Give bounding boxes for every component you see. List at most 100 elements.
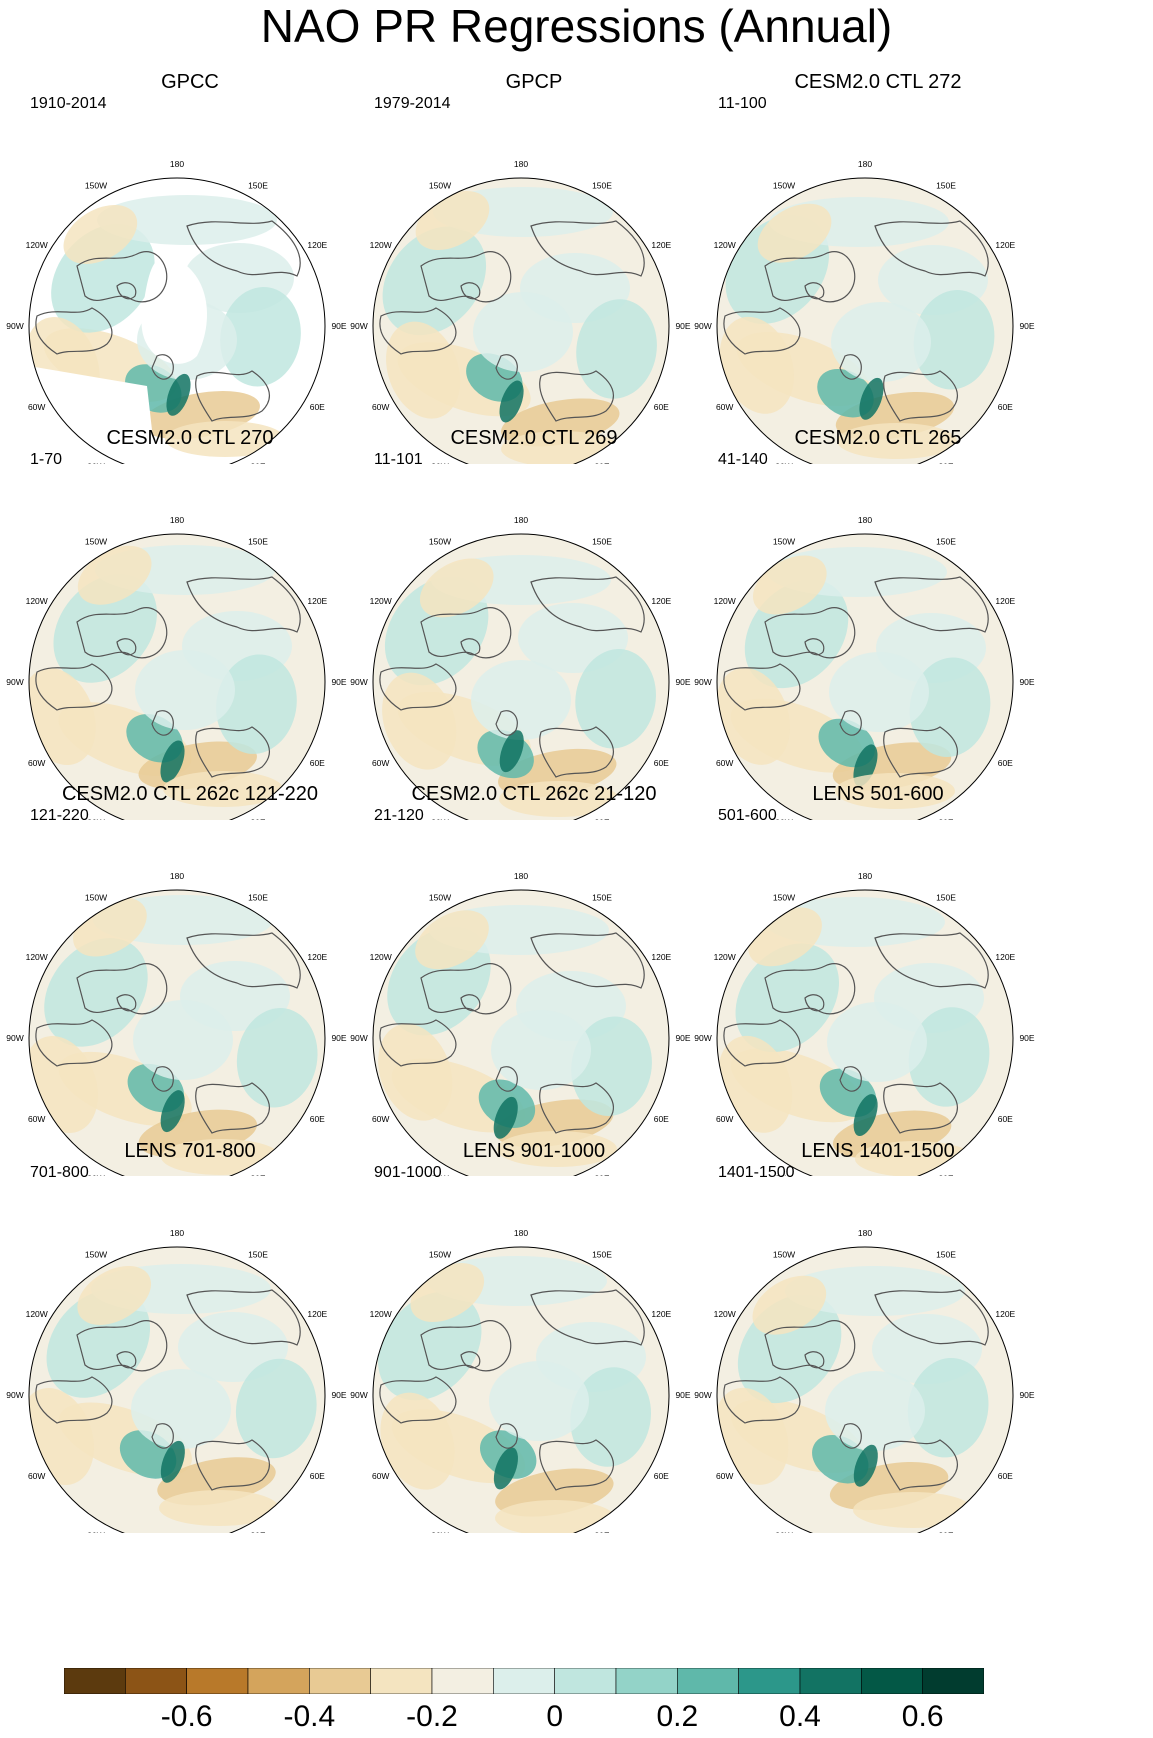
coastline	[839, 1066, 862, 1092]
longitude-label: 120E	[307, 952, 327, 962]
longitude-label: 150W	[85, 537, 107, 547]
longitude-label: 150E	[248, 537, 268, 547]
longitude-label: 30E	[594, 1530, 609, 1533]
coastline	[195, 370, 270, 422]
longitude-label: 30W	[87, 817, 104, 820]
longitude-label: 90E	[675, 1033, 690, 1043]
longitude-label: 90W	[694, 677, 711, 687]
anomaly-region	[235, 1358, 317, 1459]
anomaly-region	[166, 373, 191, 416]
coastline	[116, 1351, 137, 1369]
anomaly-region	[160, 1440, 185, 1483]
coastline	[35, 307, 113, 355]
longitude-label: 60W	[372, 1114, 389, 1124]
map-panel: CESM2.0 CTL 269180150E120E90E60E30E030W6…	[344, 426, 724, 820]
longitude-label: 180	[858, 515, 872, 525]
anomaly-region	[77, 1265, 152, 1325]
anomaly-region	[159, 1490, 279, 1526]
longitude-label: 30E	[938, 461, 953, 464]
panel-years: 701-800	[30, 1164, 89, 1181]
coastline	[379, 663, 457, 711]
longitude-label: 60W	[716, 758, 733, 768]
anomaly-region	[378, 1291, 482, 1401]
longitude-label: 30E	[250, 817, 265, 820]
longitude-label: 90W	[350, 677, 367, 687]
map-panel: LENS 501-600180150E120E90E60E30E030W60W9…	[688, 782, 1068, 1176]
colorbar	[64, 1668, 984, 1694]
longitude-label: 90E	[1019, 321, 1034, 331]
longitude-label: 120E	[307, 1309, 327, 1319]
anomaly-region	[835, 773, 955, 809]
longitude-label: 30E	[250, 1530, 265, 1533]
anomaly-region	[163, 771, 283, 807]
polar-map: 180150E120E90E60E30E030W60W90W120W150W	[694, 871, 1035, 1176]
longitude-label: 120W	[714, 952, 736, 962]
longitude-label: 150E	[936, 537, 956, 547]
anomaly-region	[757, 203, 832, 263]
coastline	[151, 1066, 174, 1092]
coastline	[151, 710, 174, 736]
coastline	[151, 354, 174, 380]
longitude-label: 150E	[248, 893, 268, 903]
longitude-label: 60W	[716, 1114, 733, 1124]
coastline	[539, 1082, 614, 1134]
panel-title: CESM2.0 CTL 265	[794, 427, 962, 449]
longitude-label: 90W	[6, 677, 23, 687]
coastline	[764, 607, 856, 659]
panel-years: 11-100	[718, 95, 767, 112]
polar-map: 180150E120E90E60E30E030W60W90W120W150W	[6, 515, 347, 820]
colorbar-swatch	[677, 1668, 739, 1694]
colorbar-label: -0.6	[160, 1700, 213, 1733]
longitude-label: 30E	[938, 1173, 953, 1176]
panel-years: 1910-2014	[30, 95, 107, 112]
coastline	[883, 726, 958, 778]
anomaly-region	[853, 1492, 973, 1528]
coastline	[35, 663, 113, 711]
coastline	[420, 251, 512, 303]
anomaly-region	[909, 657, 991, 757]
longitude-label: 150E	[248, 181, 268, 191]
longitude-label: 120W	[26, 952, 48, 962]
panel-title: CESM2.0 CTL 270	[106, 427, 274, 449]
longitude-label: 30E	[594, 817, 609, 820]
colorbar-label: 0	[546, 1700, 563, 1733]
anomaly-region	[831, 302, 931, 382]
colorbar-swatch	[186, 1668, 249, 1694]
coastline	[530, 1289, 645, 1346]
longitude-label: 120W	[714, 1309, 736, 1319]
coastline	[539, 726, 614, 778]
coastline	[883, 1082, 958, 1134]
panel-years: 501-600	[718, 807, 777, 824]
anomaly-region	[785, 1266, 965, 1316]
map-panel: GPCC180150E120E90E60E30E030W60W90W120W15…	[0, 70, 380, 464]
polar-map: 180150E120E90E60E30E030W60W90W120W150W	[350, 159, 691, 464]
colorbar-swatch	[125, 1668, 187, 1694]
longitude-label: 60W	[28, 758, 45, 768]
coastline	[539, 1439, 614, 1491]
longitude-label: 90E	[331, 1033, 346, 1043]
coastline	[195, 1439, 270, 1491]
longitude-label: 150E	[936, 1250, 956, 1260]
coastline	[35, 1019, 113, 1067]
coastline	[530, 932, 645, 989]
colorbar-swatch	[370, 1668, 433, 1694]
longitude-label: 90E	[1019, 677, 1034, 687]
longitude-label: 120E	[995, 952, 1015, 962]
coastline	[723, 1019, 801, 1067]
coastline	[460, 638, 481, 656]
coastline	[420, 607, 512, 659]
longitude-label: 180	[514, 515, 528, 525]
map-panel: CESM2.0 CTL 262c 121-220 180 150E 120E 90E 60…	[0, 782, 380, 1176]
longitude-label: 90E	[675, 321, 690, 331]
longitude-label: 90W	[694, 1033, 711, 1043]
longitude-label: 120W	[370, 596, 392, 606]
anomaly-region	[63, 204, 138, 264]
polar-map: 180150E120E90E60E30E030W60W90W120W150W	[6, 159, 347, 464]
polar-map: 180150E120E90E60E30E030W60W90W120W150W	[6, 871, 347, 1176]
longitude-label: 60E	[654, 402, 669, 412]
coastline	[460, 282, 481, 300]
anomaly-region	[837, 423, 957, 459]
longitude-label: 30W	[87, 1530, 104, 1533]
coastline	[883, 1439, 958, 1491]
anomaly-region	[380, 1392, 455, 1490]
